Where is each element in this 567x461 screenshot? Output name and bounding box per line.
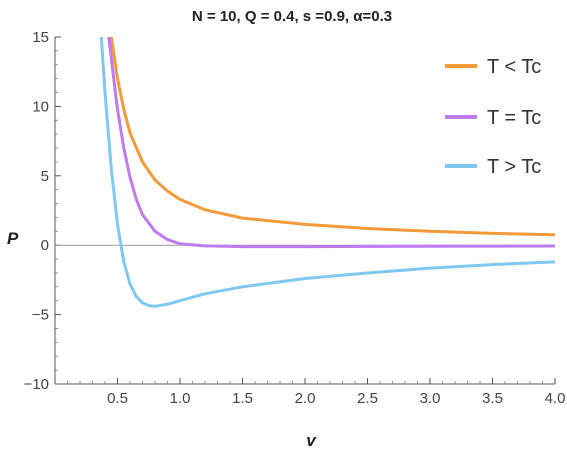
- y-tick-label: 0: [41, 237, 49, 254]
- legend: T < Tc T = Tc T > Tc: [445, 56, 541, 178]
- chart-title: N = 10, Q = 0.4, s =0.9, α=0.3: [192, 8, 392, 25]
- plot-frame: [54, 37, 555, 385]
- series-line-2: [107, 37, 555, 249]
- series-line-3: [99, 37, 555, 308]
- y-tick-label: 10: [32, 98, 49, 115]
- x-tick-label: 1.0: [170, 390, 191, 407]
- x-tick-label: 3.5: [482, 390, 503, 407]
- x-axis-label: v: [306, 431, 317, 450]
- y-axis-label: P: [7, 229, 19, 248]
- legend-label: T < Tc: [487, 56, 541, 78]
- x-tick-label: 2.5: [357, 390, 378, 407]
- series-line-1: [109, 37, 555, 237]
- x-tick-label: 2.0: [295, 390, 316, 407]
- y-tick-label: −5: [32, 307, 49, 324]
- x-tick-label: 4.0: [545, 390, 566, 407]
- legend-label: T > Tc: [487, 156, 541, 178]
- x-tick-label: 0.5: [107, 390, 128, 407]
- y-tick-label: 5: [41, 168, 49, 185]
- x-tick-label: 1.5: [232, 390, 253, 407]
- x-tick-label: 3.0: [420, 390, 441, 407]
- x-axis-ticks: 0.5 1.0 1.5 2.0 2.5 3.0 3.5 4.0: [67, 378, 566, 407]
- y-tick-label: 15: [32, 29, 49, 46]
- legend-label: T = Tc: [487, 107, 541, 129]
- series-lines: [99, 37, 555, 308]
- y-tick-label: −10: [24, 376, 49, 393]
- y-axis-ticks: −10 −5 0 5 10 15: [24, 29, 61, 393]
